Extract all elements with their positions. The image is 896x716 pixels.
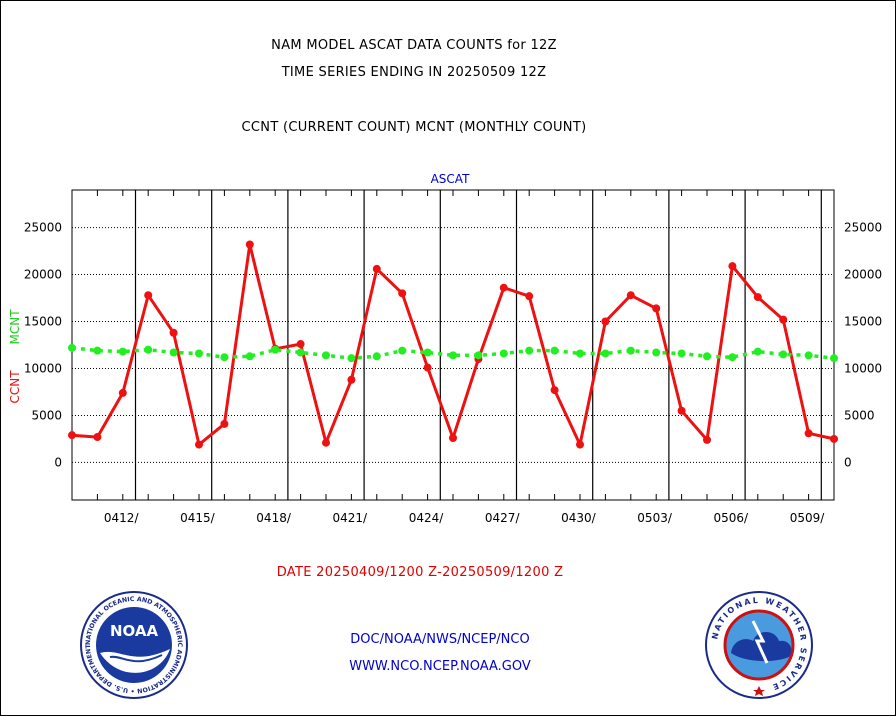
data-point-ccnt (804, 429, 813, 438)
chart-title: ASCAT (430, 172, 470, 186)
noaa-logo[interactable]: NATIONAL OCEANIC AND ATMOSPHERIC ADMINIS… (80, 591, 188, 699)
data-point-ccnt (576, 440, 584, 449)
data-point-ccnt (68, 431, 76, 440)
y-tick-label-right: 20000 (844, 268, 882, 282)
header-line-2: TIME SERIES ENDING IN 20250509 12Z (281, 65, 547, 80)
x-tick-label: 0430/ (561, 511, 597, 525)
nws-logo[interactable]: NATIONAL WEATHER SERVICE (705, 591, 813, 699)
data-point-ccnt (245, 240, 254, 249)
x-tick-label: 0412/ (104, 511, 140, 525)
data-point-mcnt (296, 348, 305, 357)
data-point-ccnt (296, 340, 305, 349)
x-tick-label: 0503/ (637, 511, 673, 525)
header-line-3: CCNT (CURRENT COUNT) MCNT (MONTHLY COUNT… (241, 120, 587, 135)
data-point-ccnt (195, 440, 203, 449)
data-point-mcnt (398, 346, 407, 355)
footer-link-www[interactable]: WWW.NCO.NCEP.NOAA.GOV (349, 659, 531, 674)
x-tick-label: 0506/ (714, 511, 750, 525)
data-point-mcnt (68, 343, 76, 352)
y-tick-label-left: 15000 (24, 315, 62, 329)
x-tick-label: 0424/ (409, 511, 445, 525)
svg-text:NOAA: NOAA (110, 622, 159, 640)
y-tick-label-left: 20000 (24, 268, 62, 282)
data-point-ccnt (830, 434, 838, 443)
data-point-mcnt (626, 346, 635, 355)
data-point-ccnt (753, 293, 762, 302)
header-line-1: NAM MODEL ASCAT DATA COUNTS for 12Z (271, 38, 557, 53)
data-point-ccnt (626, 291, 635, 300)
data-point-mcnt (322, 351, 330, 360)
data-point-ccnt (703, 435, 711, 444)
data-point-ccnt (93, 433, 102, 442)
data-point-mcnt (372, 352, 381, 361)
data-point-ccnt (347, 375, 356, 384)
y-tick-label-left: 10000 (24, 361, 62, 375)
data-point-mcnt (271, 345, 280, 354)
x-tick-label: 0509/ (790, 511, 826, 525)
ylabel-mcnt: MCNT (8, 309, 22, 345)
data-point-ccnt (169, 328, 178, 337)
data-point-ccnt (779, 315, 788, 324)
data-point-ccnt (499, 283, 508, 292)
y-tick-label-right: 10000 (844, 361, 882, 375)
data-point-ccnt (728, 262, 737, 271)
data-point-ccnt (372, 264, 381, 273)
data-point-ccnt (398, 289, 407, 298)
data-point-mcnt (449, 351, 457, 360)
data-point-ccnt (677, 406, 686, 415)
data-point-ccnt (423, 363, 432, 372)
data-point-ccnt (525, 292, 534, 301)
data-point-mcnt (220, 353, 229, 362)
data-point-ccnt (652, 304, 661, 313)
data-point-ccnt (220, 419, 229, 428)
data-point-mcnt (652, 348, 661, 357)
data-point-ccnt (144, 291, 153, 300)
data-point-ccnt (550, 386, 559, 395)
footer-link-doc[interactable]: DOC/NOAA/NWS/NCEP/NCO (350, 632, 530, 647)
data-point-mcnt (195, 349, 203, 358)
data-point-mcnt (499, 349, 508, 358)
ylabel-ccnt: CCNT (8, 370, 22, 404)
y-tick-label-right: 15000 (844, 315, 882, 329)
data-point-mcnt (144, 345, 153, 354)
data-point-mcnt (830, 354, 838, 363)
data-point-mcnt (347, 354, 356, 363)
data-point-ccnt (118, 388, 127, 397)
x-tick-label: 0427/ (485, 511, 521, 525)
data-point-mcnt (677, 349, 686, 358)
axis-layer: 0 0 5000 5000 10000 10000 15000 15000 20000 20000… (24, 189, 882, 525)
data-point-mcnt (525, 346, 534, 355)
data-point-mcnt (703, 352, 711, 361)
date-range: DATE 20250409/1200 Z-20250509/1200 Z (276, 565, 564, 580)
data-point-mcnt (474, 351, 483, 360)
data-point-mcnt (118, 347, 127, 356)
data-point-mcnt (550, 346, 559, 355)
y-tick-label-right: 0 (844, 455, 852, 469)
data-point-mcnt (423, 348, 432, 357)
data-point-ccnt (322, 438, 330, 447)
data-point-ccnt (601, 317, 610, 326)
data-point-mcnt (245, 352, 254, 361)
x-tick-label: 0421/ (333, 511, 369, 525)
data-point-ccnt (449, 434, 457, 442)
data-point-mcnt (728, 353, 737, 362)
y-tick-label-right: 25000 (844, 221, 882, 235)
series-layer (68, 240, 838, 449)
data-point-mcnt (804, 351, 813, 360)
data-point-mcnt (601, 349, 610, 358)
data-point-mcnt (169, 348, 178, 357)
data-point-mcnt (779, 350, 788, 359)
y-tick-label-left: 5000 (31, 408, 62, 422)
x-tick-label: 0415/ (180, 511, 216, 525)
data-point-mcnt (93, 346, 102, 355)
y-tick-label-left: 25000 (24, 221, 62, 235)
y-tick-label-right: 5000 (844, 408, 875, 422)
x-tick-label: 0418/ (256, 511, 292, 525)
data-point-mcnt (576, 349, 584, 358)
data-point-mcnt (753, 347, 762, 356)
y-tick-label-left: 0 (54, 455, 62, 469)
